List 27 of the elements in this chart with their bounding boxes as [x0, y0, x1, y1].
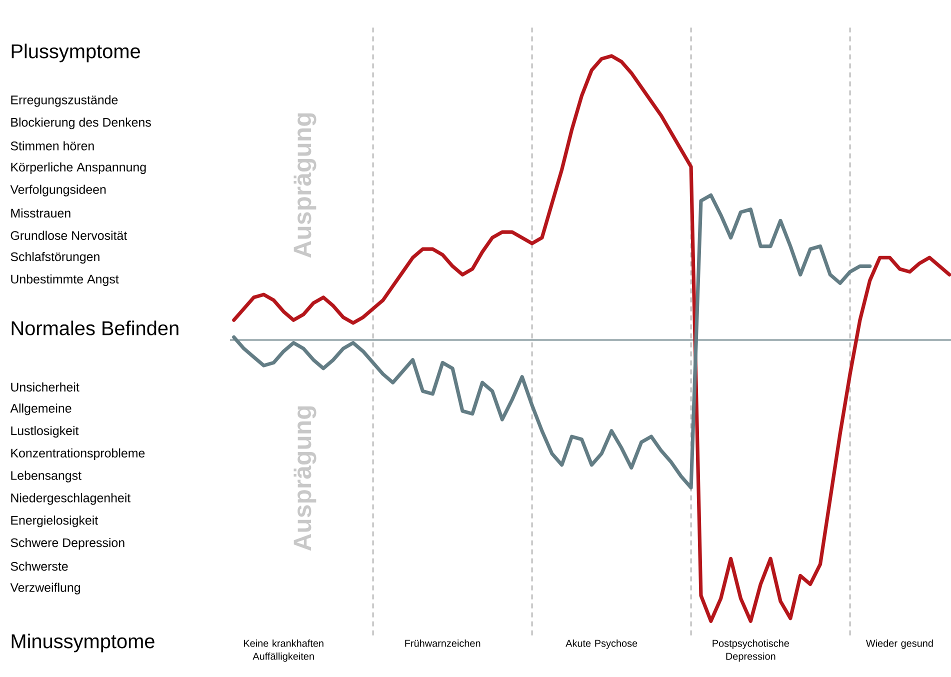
- text: Unbestimmte Angst: [11, 274, 119, 286]
- text: Blockierung des Denkens: [11, 118, 151, 130]
- text: Erregungszustände: [11, 95, 118, 107]
- text: Konzentrationsprobleme: [11, 448, 145, 460]
- text: Unsicherheit: [11, 382, 80, 392]
- text: Stimmen hören: [10, 141, 94, 150]
- text: Schwere Depression: [10, 538, 124, 550]
- x-tick-label: Wieder gesund: [866, 640, 933, 649]
- text: Verzweiflung: [10, 582, 80, 594]
- text: Normales Befinden: [12, 320, 178, 336]
- text: Schwerste: [10, 562, 68, 571]
- text: Energielosigkeit: [11, 516, 98, 528]
- text: Körperliche Anspannung: [11, 162, 146, 174]
- x-tick-label: Keine krankhaften Auffälligkeiten: [244, 640, 324, 662]
- x-tick-label: Postpsychotische Depression: [712, 640, 789, 662]
- text: Grundlose Nervosität: [10, 230, 128, 240]
- text: Allgemeine: [10, 404, 72, 416]
- x-tick-label: Frühwarnzeichen: [405, 640, 480, 647]
- text: Niedergeschlagenheit: [11, 493, 131, 505]
- text: Misstrauen: [11, 208, 70, 218]
- text: Minussymptome: [12, 634, 154, 652]
- text: Lebensangst: [11, 470, 82, 482]
- text: Schlafstörungen: [10, 252, 100, 264]
- text: Verfolgungsideen: [10, 184, 106, 196]
- text: Plussymptome: [12, 44, 140, 62]
- x-tick-label: Akute Psychose: [566, 640, 638, 649]
- text: Lustlosigkeit: [11, 426, 79, 438]
